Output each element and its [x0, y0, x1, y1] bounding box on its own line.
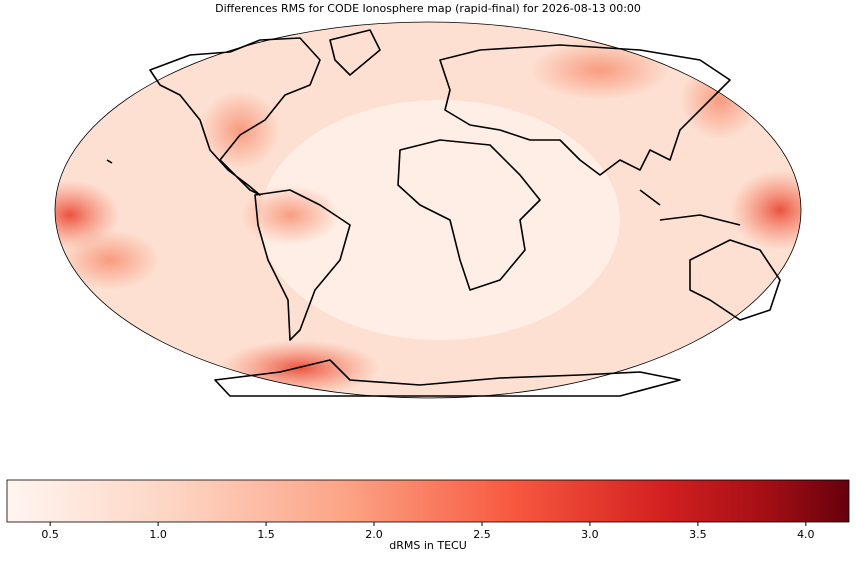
map-title: Differences RMS for CODE Ionosphere map …: [215, 2, 641, 15]
colorbar-tick-label: 4.0: [797, 528, 815, 541]
map-field: [55, 22, 801, 398]
colorbar-tick-label: 3.0: [581, 528, 599, 541]
colorbar-gradient: [6, 479, 850, 523]
colorbar-tick-label: 1.5: [257, 528, 275, 541]
colorbar-tick-label: 3.5: [689, 528, 707, 541]
colorbar-tick-label: 1.0: [149, 528, 167, 541]
colorbar-label: dRMS in TECU: [389, 539, 467, 552]
colorbar: [6, 479, 850, 523]
colorbar-tick-label: 2.0: [365, 528, 383, 541]
coastlines: [106, 29, 781, 397]
colorbar-tick-label: 0.5: [41, 528, 59, 541]
colorbar-tick-label: 2.5: [473, 528, 491, 541]
map-border: [54, 21, 802, 399]
